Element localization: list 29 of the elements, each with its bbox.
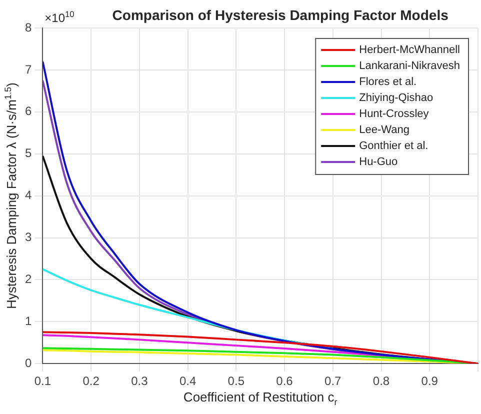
line-series xyxy=(42,268,334,350)
legend-label: Zhiying-Qishao xyxy=(359,92,434,104)
legend-label: Lee-Wang xyxy=(359,124,410,136)
y-tick-label: 6 xyxy=(24,104,32,118)
x-tick-label: 0.1 xyxy=(34,374,52,388)
x-tick-label: 0.6 xyxy=(276,374,294,388)
legend-label: Hu-Guo xyxy=(359,156,398,168)
y-tick-label: 8 xyxy=(24,20,32,34)
legend-label: Gonthier et al. xyxy=(359,140,428,152)
y-axis-title: Hysteresis Damping Factor λ (N·s/m1.5) xyxy=(2,82,19,310)
legend-label: Hunt-Crossley xyxy=(359,108,430,120)
y-tick-label: 3 xyxy=(24,230,32,244)
y-tick-label: 4 xyxy=(24,188,32,202)
legend-label: Flores et al. xyxy=(359,76,417,88)
y-tick-label: 1 xyxy=(24,314,32,328)
chart-title: Comparison of Hysteresis Damping Factor Models xyxy=(112,7,449,23)
x-tick-label: 0.9 xyxy=(421,374,438,388)
legend-label: Herbert-McWhannell xyxy=(359,44,460,56)
y-tick-label: 0 xyxy=(24,356,32,370)
x-tick-label: 0.8 xyxy=(372,374,390,388)
legend-label: Lankarani-Nikravesh xyxy=(359,60,460,72)
y-tick-label: 5 xyxy=(24,146,32,160)
x-tick-label: 0.3 xyxy=(131,374,148,388)
x-tick-label: 0.2 xyxy=(82,374,100,388)
x-tick-label: 0.4 xyxy=(179,374,196,388)
x-tick-label: 0.7 xyxy=(324,374,342,388)
x-tick-label: 0.5 xyxy=(228,374,245,388)
y-tick-label: 2 xyxy=(24,272,32,286)
y-tick-label: 7 xyxy=(24,62,32,76)
